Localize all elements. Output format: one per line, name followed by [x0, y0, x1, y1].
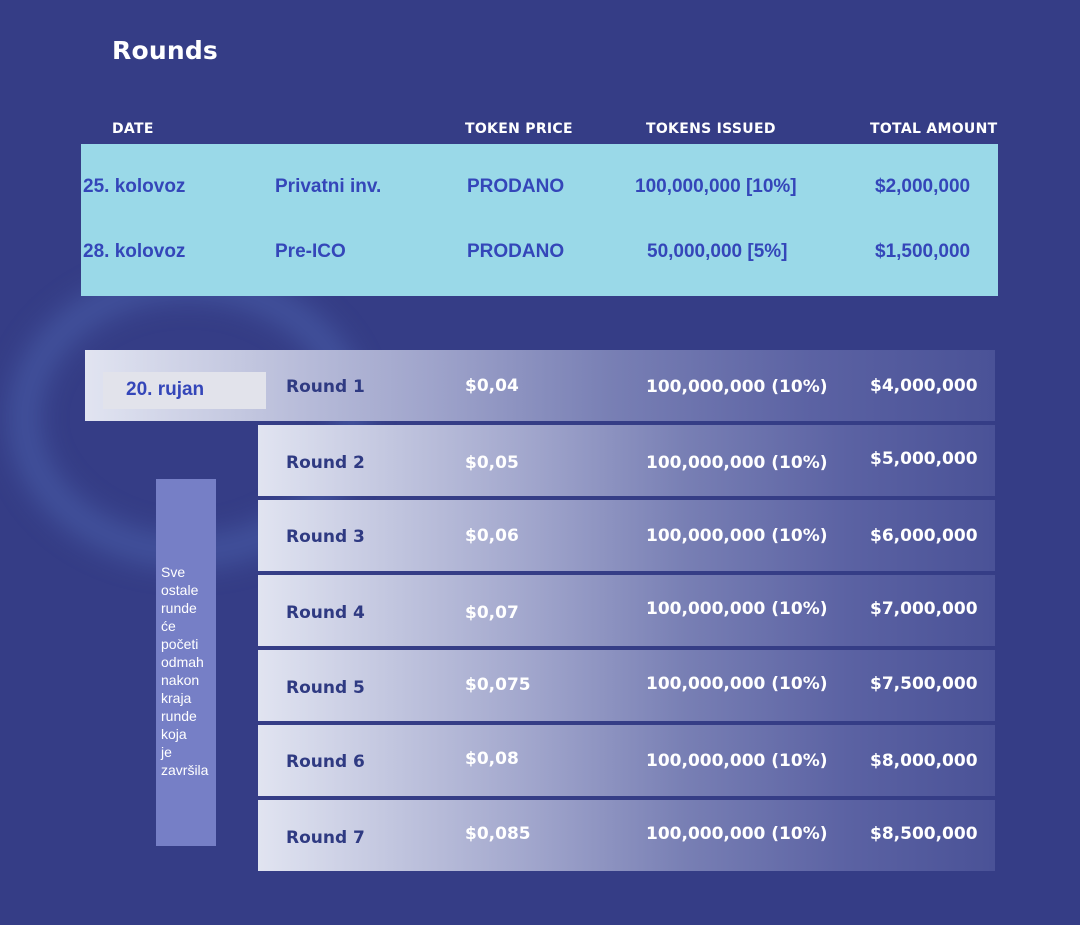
header-tokens-issued: TOKENS ISSUED	[646, 121, 776, 137]
round-total: $8,500,000	[870, 824, 978, 844]
presale-row: 25. kolovoz Privatni inv. PRODANO 100,00…	[81, 176, 998, 206]
header-total-amount: TOTAL AMOUNT	[870, 121, 998, 137]
presale-row: 28. kolovoz Pre-ICO PRODANO 50,000,000 […	[81, 241, 998, 271]
round-price: $0,07	[465, 603, 519, 623]
round-row: Round 2 $0,05 100,000,000 (10%) $5,000,0…	[258, 425, 995, 496]
presale-name: Privatni inv.	[275, 176, 382, 197]
round-total: $5,000,000	[870, 449, 978, 469]
presale-total: $2,000,000	[875, 176, 971, 197]
round-price: $0,085	[465, 824, 531, 844]
round-tokens: 100,000,000 (10%)	[646, 599, 828, 619]
start-date-badge: 20. rujan	[103, 372, 266, 409]
round-price: $0,06	[465, 526, 519, 546]
rounds-note-box: Sve ostale runde će početi odmah nakon k…	[156, 479, 216, 846]
presale-tokens: 100,000,000 [10%]	[635, 176, 797, 197]
round-tokens: 100,000,000 (10%)	[646, 751, 828, 771]
round-row: Round 4 $0,07 100,000,000 (10%) $7,000,0…	[258, 575, 995, 646]
round-name: Round 7	[286, 828, 365, 848]
round-name: Round 4	[286, 603, 365, 623]
round-total: $8,000,000	[870, 751, 978, 771]
presale-name: Pre-ICO	[275, 241, 346, 262]
round-row: Round 3 $0,06 100,000,000 (10%) $6,000,0…	[258, 500, 995, 571]
round-row: Round 5 $0,075 100,000,000 (10%) $7,500,…	[258, 650, 995, 721]
round-name: Round 6	[286, 752, 365, 772]
round-name: Round 5	[286, 678, 365, 698]
header-token-price: TOKEN PRICE	[465, 121, 573, 137]
round-tokens: 100,000,000 (10%)	[646, 824, 828, 844]
round-total: $7,000,000	[870, 599, 978, 619]
presale-price: PRODANO	[467, 241, 565, 262]
round-row: Round 6 $0,08 100,000,000 (10%) $8,000,0…	[258, 725, 995, 796]
round-total: $4,000,000	[870, 376, 978, 396]
round-price: $0,08	[465, 749, 519, 769]
start-date: 20. rujan	[126, 379, 205, 400]
presale-price: PRODANO	[467, 176, 565, 197]
round-name: Round 1	[286, 377, 365, 397]
round-price: $0,04	[465, 376, 519, 396]
round-name: Round 3	[286, 527, 365, 547]
round-total: $7,500,000	[870, 674, 978, 694]
presale-total: $1,500,000	[875, 241, 971, 262]
presale-table: 25. kolovoz Privatni inv. PRODANO 100,00…	[81, 144, 998, 296]
presale-tokens: 50,000,000 [5%]	[647, 241, 788, 262]
page-title: Rounds	[112, 36, 218, 65]
round-price: $0,05	[465, 453, 519, 473]
presale-date: 28. kolovoz	[83, 241, 186, 262]
round-price: $0,075	[465, 675, 531, 695]
header-date: DATE	[112, 121, 154, 137]
round-tokens: 100,000,000 (10%)	[646, 674, 828, 694]
round-row: Round 7 $0,085 100,000,000 (10%) $8,500,…	[258, 800, 995, 871]
round-total: $6,000,000	[870, 526, 978, 546]
round-tokens: 100,000,000 (10%)	[646, 377, 828, 397]
round-tokens: 100,000,000 (10%)	[646, 526, 828, 546]
presale-date: 25. kolovoz	[83, 176, 186, 197]
rounds-note-text: Sve ostale runde će početi odmah nakon k…	[161, 564, 209, 778]
round-name: Round 2	[286, 453, 365, 473]
round-tokens: 100,000,000 (10%)	[646, 453, 828, 473]
